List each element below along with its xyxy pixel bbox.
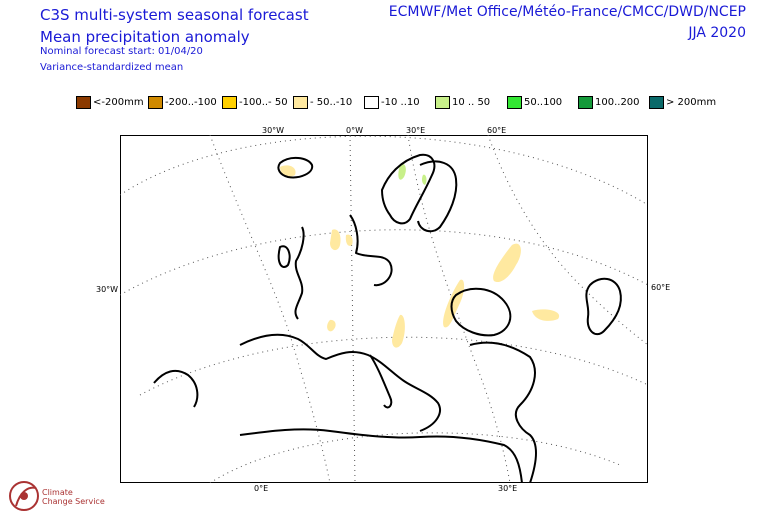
graticule [120, 135, 648, 483]
top-lon-label: 30°E [406, 126, 426, 135]
anomaly-shading [280, 165, 560, 348]
providers: ECMWF/Met Office/Météo-France/CMCC/DWD/N… [388, 4, 746, 20]
top-lon-label: 0°W [346, 126, 363, 135]
legend-swatch [148, 96, 163, 109]
copernicus-logo [9, 481, 39, 511]
left-lon-label: 30°W [96, 285, 119, 294]
legend-item: - 50..-10 [293, 96, 352, 109]
legend-label: > 200mm [666, 97, 717, 108]
legend-swatch [76, 96, 91, 109]
legend-label: -10 ..10 [381, 97, 420, 108]
top-lon-label: 30°W [262, 126, 285, 135]
map-frame [120, 135, 648, 483]
bottom-lon-label: 30°E [498, 484, 518, 493]
legend-item: 50..100 [507, 96, 562, 109]
legend-label: -100..- 50 [239, 97, 288, 108]
logo-line1: Climate [42, 488, 73, 497]
logo-text: Climate Change Service [42, 488, 105, 506]
right-lon-label: 60°E [651, 283, 671, 292]
legend-item: <-200mm [76, 96, 144, 109]
forecast-start: Nominal forecast start: 01/04/20 [40, 46, 203, 57]
legend-label: 10 .. 50 [452, 97, 491, 108]
top-lon-label: 60°E [487, 126, 507, 135]
legend-label: 50..100 [524, 97, 563, 108]
logo-line2: Change Service [42, 497, 105, 506]
legend-item: -200..-100 [148, 96, 217, 109]
legend-label: 100..200 [595, 97, 640, 108]
method-note: Variance-standardized mean [40, 62, 184, 73]
legend-swatch [222, 96, 237, 109]
season-label: JJA 2020 [688, 25, 746, 41]
legend-label: - 50..-10 [310, 97, 353, 108]
legend-item: 100..200 [578, 96, 640, 109]
bottom-lon-label: 0°E [254, 484, 269, 493]
wet-anomaly-shading [398, 163, 427, 185]
legend-swatch [649, 96, 664, 109]
legend-item: > 200mm [649, 96, 716, 109]
precipitation-anomaly-map [120, 135, 648, 483]
legend-swatch [507, 96, 522, 109]
legend-swatch [578, 96, 593, 109]
coastlines [153, 153, 622, 483]
map-subtitle: Mean precipitation anomaly [40, 28, 250, 46]
legend-label: <-200mm [93, 97, 144, 108]
legend-swatch [435, 96, 450, 109]
map-title: C3S multi-system seasonal forecast [40, 6, 309, 24]
legend-item: -100..- 50 [222, 96, 288, 109]
legend-item: 10 .. 50 [435, 96, 490, 109]
legend-swatch [364, 96, 379, 109]
legend-label: -200..-100 [165, 97, 217, 108]
legend-swatch [293, 96, 308, 109]
legend-item: -10 ..10 [364, 96, 420, 109]
